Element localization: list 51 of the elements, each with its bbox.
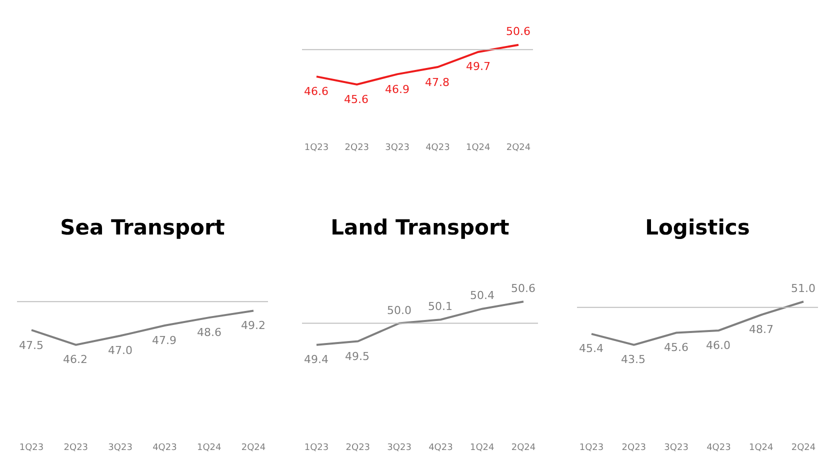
data-label: 47.5 xyxy=(19,339,44,352)
data-label: 51.0 xyxy=(791,282,816,295)
data-label: 49.4 xyxy=(304,353,328,366)
x-tick-label: 3Q23 xyxy=(387,443,412,453)
data-label: 45.6 xyxy=(664,341,688,354)
chart-title: Logistics xyxy=(645,216,750,240)
data-label: 49.5 xyxy=(345,350,370,363)
x-tick-label: 1Q24 xyxy=(748,443,774,453)
data-label: 50.6 xyxy=(506,25,530,38)
x-tick-label: 2Q24 xyxy=(241,443,266,453)
x-tick-label: 1Q24 xyxy=(466,143,491,153)
x-tick-label: 3Q23 xyxy=(108,443,132,453)
x-tick-label: 2Q23 xyxy=(64,443,88,453)
data-label: 50.1 xyxy=(428,300,452,313)
data-label: 48.7 xyxy=(749,323,774,336)
data-label: 45.4 xyxy=(579,342,604,355)
data-label: 50.6 xyxy=(511,282,536,295)
x-tick-label: 2Q23 xyxy=(344,143,370,153)
x-tick-label: 2Q24 xyxy=(791,443,816,453)
data-label: 49.7 xyxy=(466,60,490,73)
x-tick-label: 1Q23 xyxy=(304,443,329,453)
x-tick-label: 4Q23 xyxy=(426,143,450,153)
x-tick-label: 3Q23 xyxy=(664,443,688,453)
data-label: 50.0 xyxy=(387,304,412,317)
chart-title: Land Transport xyxy=(330,216,510,240)
data-label: 46.6 xyxy=(304,85,328,98)
x-tick-label: 4Q23 xyxy=(152,443,177,453)
data-label: 47.9 xyxy=(152,334,176,347)
data-label: 46.0 xyxy=(706,339,730,352)
data-label: 50.4 xyxy=(470,289,494,302)
x-tick-label: 1Q23 xyxy=(579,443,604,453)
data-label: 45.6 xyxy=(344,93,368,106)
chart-title: Sea Transport xyxy=(60,216,225,240)
x-tick-label: 1Q24 xyxy=(470,443,495,453)
x-tick-label: 3Q23 xyxy=(385,143,410,153)
data-label: 43.5 xyxy=(621,353,646,366)
x-tick-label: 2Q23 xyxy=(346,443,370,453)
data-label: 46.2 xyxy=(63,353,88,366)
data-label: 47.0 xyxy=(108,344,132,357)
x-tick-label: 4Q23 xyxy=(706,443,731,453)
x-tick-label: 1Q23 xyxy=(304,143,329,153)
data-label: 47.8 xyxy=(425,76,450,89)
x-tick-label: 1Q23 xyxy=(19,443,44,453)
x-tick-label: 2Q24 xyxy=(511,443,536,453)
data-label: 48.6 xyxy=(197,326,222,339)
x-tick-label: 4Q23 xyxy=(428,443,453,453)
x-tick-label: 2Q23 xyxy=(622,443,646,453)
data-label: 46.9 xyxy=(385,83,410,96)
x-tick-label: 1Q24 xyxy=(196,443,222,453)
data-label: 49.2 xyxy=(241,319,266,332)
x-tick-label: 2Q24 xyxy=(506,143,531,153)
